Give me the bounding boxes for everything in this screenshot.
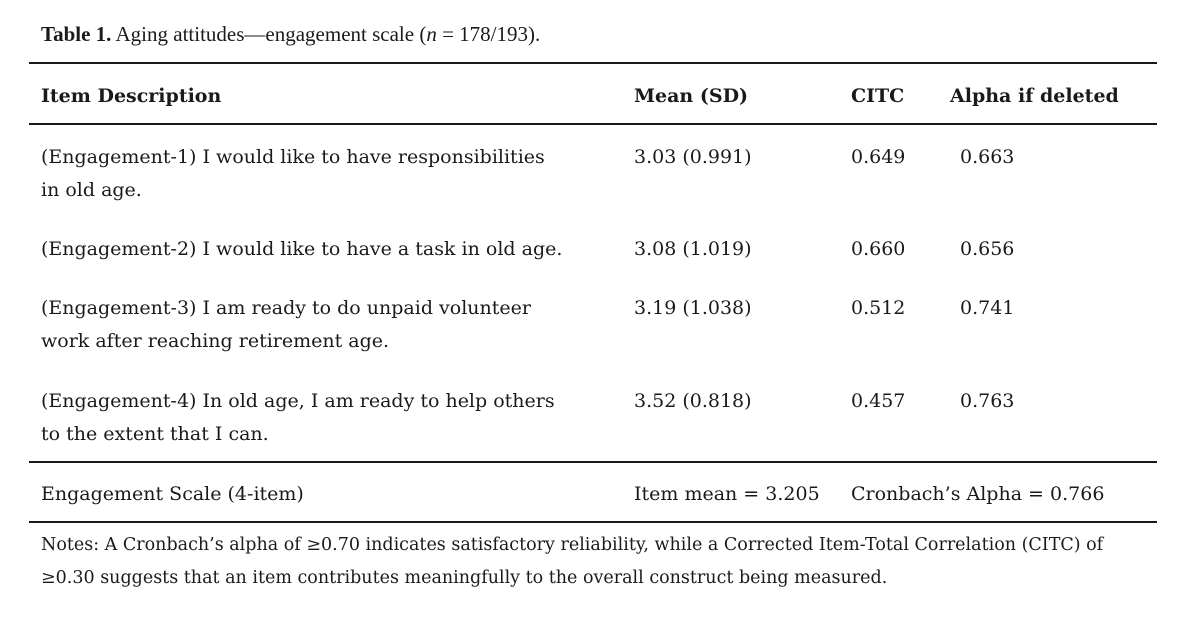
table-row-1-description: (Engagement-1) I would like to have resp… <box>41 141 611 207</box>
header-rule <box>29 123 1157 125</box>
table-row-1-citc: 0.649 <box>851 146 906 168</box>
summary-rule <box>29 461 1157 463</box>
table-row-3-alpha: 0.741 <box>960 297 1015 319</box>
table-row-3-description: (Engagement-3) I am ready to do unpaid v… <box>41 292 611 358</box>
notes-line-1: Notes: A Cronbach’s alpha of ≥0.70 indic… <box>41 535 1104 555</box>
table-row-4-description: (Engagement-4) In old age, I am ready to… <box>41 385 611 451</box>
table-row-2-mean-sd: 3.08 (1.019) <box>634 238 752 260</box>
row-1-desc-line-1: (Engagement-1) I would like to have resp… <box>41 146 545 168</box>
table-caption-label: Table 1. <box>41 22 112 46</box>
table-row-2-alpha: 0.656 <box>960 238 1015 260</box>
table-caption-n: n <box>426 22 437 46</box>
table-row-4-mean-sd: 3.52 (0.818) <box>634 390 752 412</box>
row-3-desc-line-1: (Engagement-3) I am ready to do unpaid v… <box>41 297 531 319</box>
table-row-2-citc: 0.660 <box>851 238 906 260</box>
table-row-1-mean-sd: 3.03 (0.991) <box>634 146 752 168</box>
table-row-3-mean-sd: 3.19 (1.038) <box>634 297 752 319</box>
table-row-2-description: (Engagement-2) I would like to have a ta… <box>41 233 621 266</box>
row-3-desc-line-2: work after reaching retirement age. <box>41 330 390 352</box>
top-rule <box>29 62 1157 64</box>
row-4-desc-line-2: to the extent that I can. <box>41 423 269 445</box>
header-mean-sd: Mean (SD) <box>634 85 749 107</box>
table-row-4-alpha: 0.763 <box>960 390 1015 412</box>
table-caption-sample: = 178/193). <box>436 22 541 46</box>
row-2-desc-line-1: (Engagement-2) I would like to have a ta… <box>41 238 563 260</box>
header-item-description: Item Description <box>41 85 222 107</box>
summary-cronbach-alpha: Cronbach’s Alpha = 0.766 <box>851 483 1105 505</box>
row-4-desc-line-1: (Engagement-4) In old age, I am ready to… <box>41 390 555 412</box>
table-row-1-alpha: 0.663 <box>960 146 1015 168</box>
summary-item-mean: Item mean = 3.205 <box>634 483 820 505</box>
notes-line-2: ≥0.30 suggests that an item contributes … <box>41 568 888 588</box>
table-caption-text: Aging attitudes—engagement scale ( <box>111 22 427 46</box>
table-row-3-citc: 0.512 <box>851 297 906 319</box>
header-alpha-if-deleted: Alpha if deleted <box>950 85 1119 107</box>
table-row-4-citc: 0.457 <box>851 390 906 412</box>
summary-scale-label: Engagement Scale (4-item) <box>41 483 304 505</box>
header-citc: CITC <box>851 85 905 107</box>
row-1-desc-line-2: in old age. <box>41 179 142 201</box>
table-notes: Notes: A Cronbach’s alpha of ≥0.70 indic… <box>41 529 1166 595</box>
table-caption: Table 1. Aging attitudes—engagement scal… <box>41 22 540 47</box>
bottom-rule <box>29 521 1157 523</box>
